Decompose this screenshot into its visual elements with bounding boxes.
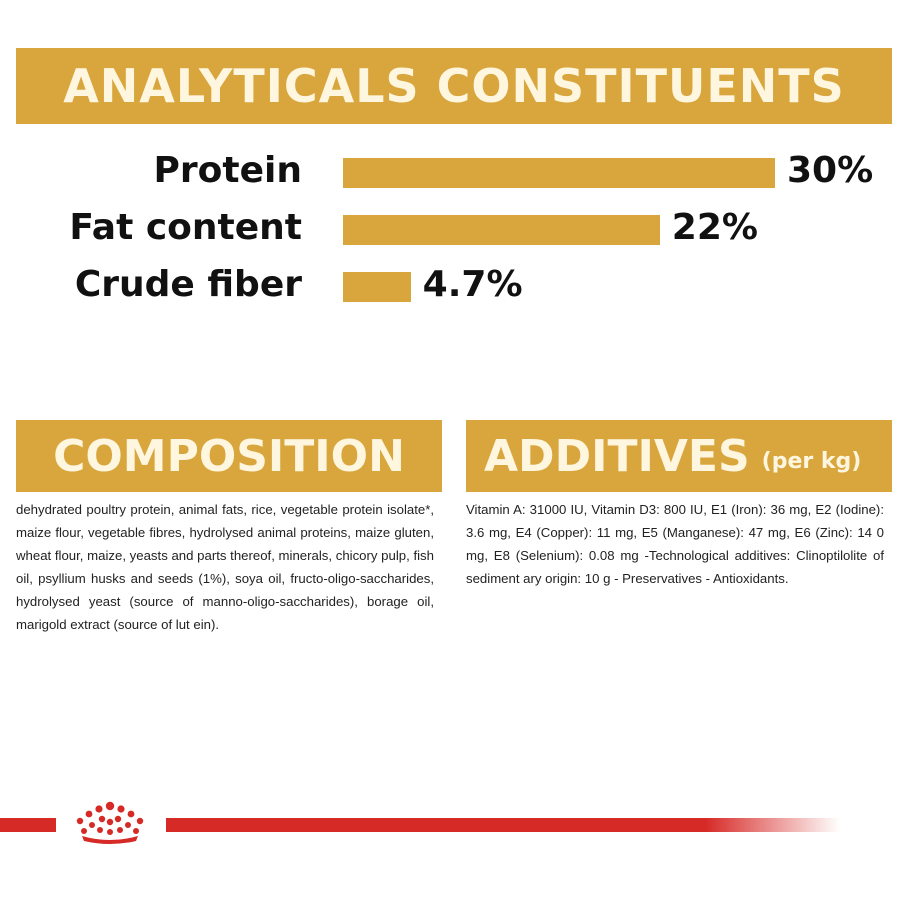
crown-icon bbox=[62, 800, 158, 844]
constituent-bar bbox=[343, 215, 660, 245]
additives-banner: ADDITIVES (per kg) bbox=[466, 420, 892, 492]
footer-red-line-right bbox=[166, 818, 840, 832]
analytical-constituents-title: ANALYTICALS CONSTITUENTS bbox=[63, 59, 845, 113]
footer-red-line-left bbox=[0, 818, 56, 832]
constituent-value: 30% bbox=[787, 150, 874, 191]
additives-text: Vitamin A: 31000 IU, Vitamin D3: 800 IU,… bbox=[466, 502, 884, 586]
constituent-bar bbox=[343, 272, 411, 302]
additives-title: ADDITIVES bbox=[484, 430, 750, 482]
constituent-value: 22% bbox=[671, 207, 758, 248]
constituent-label: Crude fiber bbox=[74, 264, 302, 305]
composition-title: COMPOSITION bbox=[53, 430, 405, 482]
analytical-constituents-banner: ANALYTICALS CONSTITUENTS bbox=[16, 48, 892, 124]
composition-text: dehydrated poultry protein, animal fats,… bbox=[16, 502, 434, 632]
constituent-bar bbox=[343, 158, 775, 188]
additives-subtitle: (per kg) bbox=[761, 448, 862, 474]
composition-banner: COMPOSITION bbox=[16, 420, 442, 492]
constituent-label: Fat content bbox=[69, 207, 302, 248]
constituent-value: 4.7% bbox=[422, 264, 523, 305]
constituent-label: Protein bbox=[153, 150, 302, 191]
